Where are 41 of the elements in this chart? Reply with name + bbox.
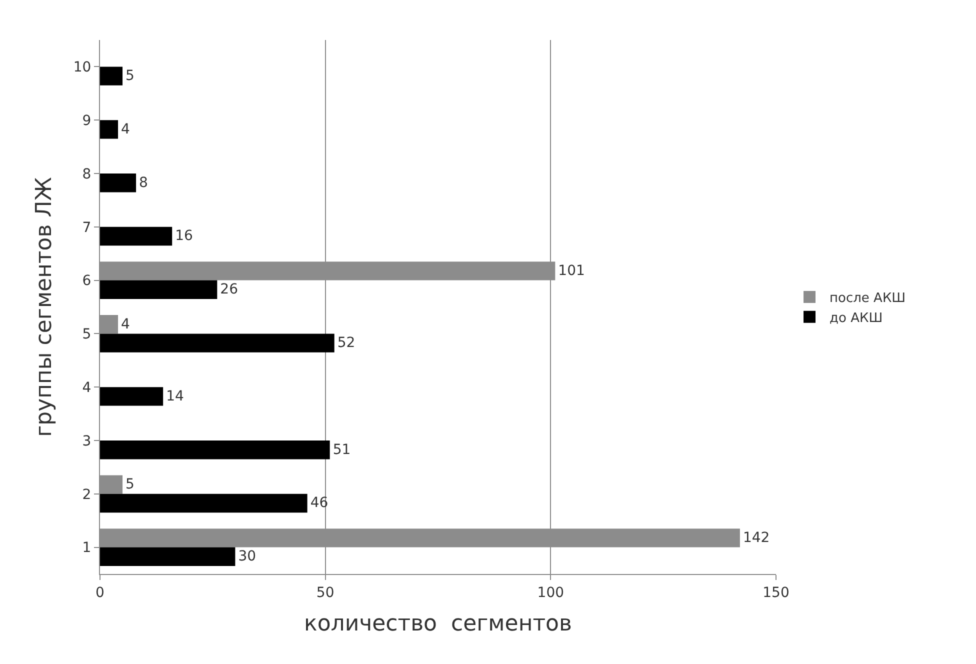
bar [100, 66, 123, 86]
data-label: 51 [332, 442, 351, 458]
y-tick-label: 8 [82, 166, 92, 182]
y-tick-label: 3 [82, 433, 92, 450]
y-tick-label: 5 [82, 326, 92, 343]
y-tick-label: 4 [82, 380, 92, 396]
bar [100, 174, 136, 192]
bar [100, 334, 334, 352]
y-tick-label: 1 [82, 540, 92, 556]
x-tick-label: 100 [537, 584, 564, 601]
data-label: 4 [121, 316, 130, 332]
y-tick-label: 7 [82, 220, 92, 236]
bar [100, 547, 236, 566]
bar [100, 387, 164, 406]
data-label: 101 [558, 262, 585, 279]
y-tick-label: 6 [82, 273, 92, 290]
data-label: 16 [175, 228, 194, 244]
y-tick-label: 9 [82, 113, 92, 129]
bar [100, 120, 118, 139]
data-label: 26 [220, 282, 238, 298]
x-tick-label: 150 [762, 584, 790, 601]
data-label: 5 [126, 476, 134, 493]
data-label: 14 [166, 388, 184, 404]
x-tick-label: 0 [96, 584, 104, 601]
data-label: 8 [139, 174, 148, 191]
bar [100, 440, 330, 460]
data-label: 5 [126, 68, 134, 84]
y-tick-label: 2 [82, 486, 92, 503]
y-tick-label: 10 [73, 60, 92, 76]
x-axis-title: количество сегментов [304, 612, 572, 637]
data-label: 52 [337, 335, 356, 352]
bar [100, 226, 172, 246]
legend-label: после АКШ [830, 291, 906, 306]
data-label: 142 [742, 530, 770, 546]
y-axis-title: группы сегментов ЛЖ [32, 176, 58, 437]
data-label: 4 [121, 121, 130, 138]
x-tick-label: 50 [316, 584, 334, 601]
legend-label: до АКШ [830, 310, 883, 326]
bar [100, 494, 308, 513]
bar [100, 280, 218, 299]
data-label: 30 [238, 548, 256, 565]
